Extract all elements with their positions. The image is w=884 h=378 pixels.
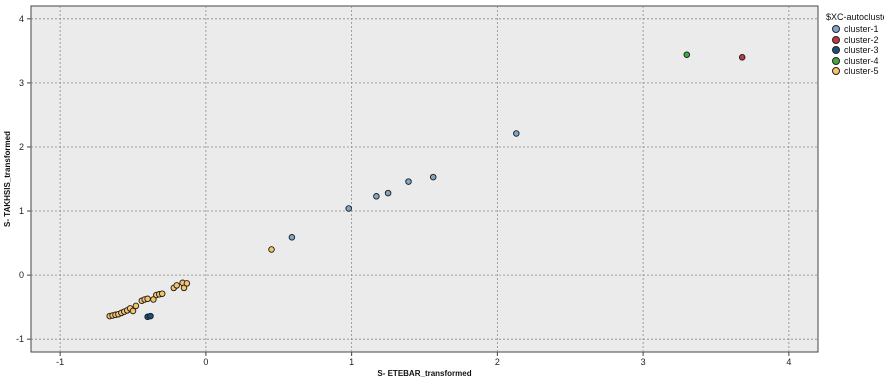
point-cluster-5-16 bbox=[158, 290, 166, 297]
legend-swatch bbox=[832, 67, 840, 76]
y-tick-label: 3 bbox=[19, 78, 24, 88]
legend: $XC-autocluste cluster-1 cluster-2 cluster… bbox=[826, 12, 884, 77]
data-points bbox=[106, 51, 746, 321]
y-tick-label: 2 bbox=[19, 142, 24, 152]
legend-item-cluster-3: cluster-3 bbox=[826, 45, 884, 56]
point-cluster-5-18 bbox=[173, 282, 180, 289]
legend-label: cluster-2 bbox=[844, 34, 879, 45]
legend-label: cluster-1 bbox=[844, 24, 879, 35]
legend-items: cluster-1 cluster-2 cluster-3 cluster-4 clus… bbox=[826, 24, 884, 77]
point-cluster-2-0 bbox=[738, 54, 746, 61]
point-cluster-5-8 bbox=[129, 307, 137, 315]
y-axis-title: S- TAKHSIS_transformed bbox=[3, 131, 12, 227]
point-cluster-1-5 bbox=[429, 173, 437, 181]
x-axis-title: S- ETEBAR_transformed bbox=[377, 369, 471, 378]
point-cluster-1-6 bbox=[513, 130, 520, 137]
legend-label: cluster-5 bbox=[844, 66, 879, 77]
y-tick-label: 1 bbox=[19, 206, 24, 216]
x-tick-label: 3 bbox=[641, 357, 646, 367]
point-cluster-1-1 bbox=[345, 205, 352, 212]
legend-item-cluster-2: cluster-2 bbox=[826, 35, 884, 46]
legend-swatch bbox=[832, 56, 840, 65]
x-tick-label: 2 bbox=[495, 357, 500, 367]
point-cluster-5-22 bbox=[268, 246, 275, 253]
grid-lines bbox=[31, 6, 818, 352]
legend-label: cluster-3 bbox=[844, 45, 879, 56]
x-tick-label: -1 bbox=[56, 357, 64, 367]
point-cluster-5-20 bbox=[180, 284, 188, 292]
legend-title: $XC-autocluste bbox=[826, 12, 884, 22]
point-cluster-1-4 bbox=[405, 178, 412, 185]
x-tick-label: 1 bbox=[349, 357, 354, 367]
y-tick-label: 4 bbox=[19, 14, 24, 24]
x-tick-label: 4 bbox=[786, 357, 791, 367]
legend-label: cluster-4 bbox=[844, 55, 879, 66]
legend-swatch bbox=[832, 25, 840, 34]
legend-swatch bbox=[832, 46, 840, 55]
y-tick-label: -1 bbox=[16, 334, 24, 344]
point-cluster-5-9 bbox=[132, 302, 140, 310]
point-cluster-5-13 bbox=[150, 296, 157, 303]
legend-item-cluster-4: cluster-4 bbox=[826, 56, 884, 67]
y-tick-label: 0 bbox=[19, 270, 24, 280]
legend-swatch bbox=[832, 35, 840, 44]
point-cluster-5-21 bbox=[183, 280, 191, 287]
point-cluster-1-3 bbox=[384, 189, 392, 197]
point-cluster-1-2 bbox=[373, 193, 380, 200]
point-cluster-5-12 bbox=[144, 295, 151, 303]
point-cluster-1-0 bbox=[288, 234, 296, 241]
point-cluster-3-1 bbox=[147, 312, 154, 320]
legend-item-cluster-1: cluster-1 bbox=[826, 24, 884, 35]
legend-item-cluster-5: cluster-5 bbox=[826, 66, 884, 77]
x-tick-label: 0 bbox=[203, 357, 208, 367]
point-cluster-4-0 bbox=[683, 51, 691, 58]
axes: -1 0 1 2 3 4 -1 0 1 2 3 4 bbox=[16, 14, 791, 367]
